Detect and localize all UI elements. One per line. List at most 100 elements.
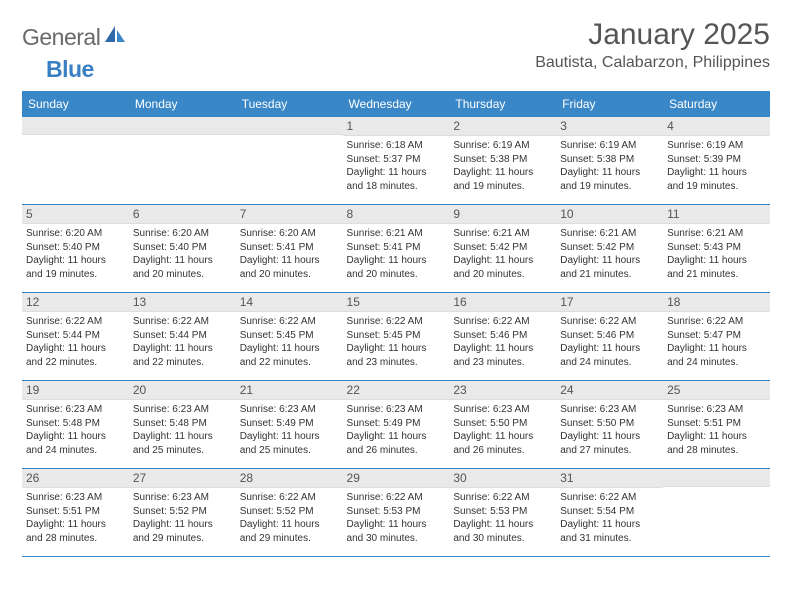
day-details: Sunrise: 6:23 AMSunset: 5:48 PMDaylight:…: [133, 403, 232, 457]
day-cell: [22, 117, 129, 205]
day-details: Sunrise: 6:20 AMSunset: 5:40 PMDaylight:…: [133, 227, 232, 281]
day-number: 19: [22, 381, 129, 400]
day-number: 6: [129, 205, 236, 224]
day-number: [129, 117, 236, 135]
week-row: 1 Sunrise: 6:18 AMSunset: 5:37 PMDaylight…: [22, 117, 770, 205]
day-cell: 10Sunrise: 6:21 AMSunset: 5:42 PMDayligh…: [556, 205, 663, 293]
day-number: 10: [556, 205, 663, 224]
day-number: 29: [343, 469, 450, 488]
day-number: 11: [663, 205, 770, 224]
day-details: Sunrise: 6:22 AMSunset: 5:45 PMDaylight:…: [347, 315, 446, 369]
day-details: Sunrise: 6:23 AMSunset: 5:51 PMDaylight:…: [667, 403, 766, 457]
day-number: 25: [663, 381, 770, 400]
day-number: 1: [343, 117, 450, 136]
day-number: 12: [22, 293, 129, 312]
week-row: 19Sunrise: 6:23 AMSunset: 5:48 PMDayligh…: [22, 381, 770, 469]
day-cell: 9 Sunrise: 6:21 AMSunset: 5:42 PMDaylight…: [449, 205, 556, 293]
logo-sail-icon: [105, 26, 127, 49]
day-header-row: SundayMondayTuesdayWednesdayThursdayFrid…: [22, 92, 770, 117]
day-cell: 7 Sunrise: 6:20 AMSunset: 5:41 PMDaylight…: [236, 205, 343, 293]
day-number: 8: [343, 205, 450, 224]
day-number: 20: [129, 381, 236, 400]
day-cell: 4 Sunrise: 6:19 AMSunset: 5:39 PMDaylight…: [663, 117, 770, 205]
day-number: 16: [449, 293, 556, 312]
day-cell: 16Sunrise: 6:22 AMSunset: 5:46 PMDayligh…: [449, 293, 556, 381]
day-details: Sunrise: 6:23 AMSunset: 5:51 PMDaylight:…: [26, 491, 125, 545]
day-cell: 31Sunrise: 6:22 AMSunset: 5:54 PMDayligh…: [556, 469, 663, 557]
day-cell: 8 Sunrise: 6:21 AMSunset: 5:41 PMDaylight…: [343, 205, 450, 293]
day-cell: 5 Sunrise: 6:20 AMSunset: 5:40 PMDaylight…: [22, 205, 129, 293]
day-header: Friday: [556, 92, 663, 117]
day-details: Sunrise: 6:22 AMSunset: 5:44 PMDaylight:…: [26, 315, 125, 369]
day-number: 5: [22, 205, 129, 224]
day-details: Sunrise: 6:20 AMSunset: 5:40 PMDaylight:…: [26, 227, 125, 281]
day-cell: [129, 117, 236, 205]
day-cell: 1 Sunrise: 6:18 AMSunset: 5:37 PMDaylight…: [343, 117, 450, 205]
day-cell: 25 Sunrise: 6:23 AMSunset: 5:51 PMDayligh…: [663, 381, 770, 469]
logo-part2: Blue: [46, 56, 94, 82]
day-details: Sunrise: 6:21 AMSunset: 5:41 PMDaylight:…: [347, 227, 446, 281]
day-cell: 6 Sunrise: 6:20 AMSunset: 5:40 PMDaylight…: [129, 205, 236, 293]
day-cell: 30Sunrise: 6:22 AMSunset: 5:53 PMDayligh…: [449, 469, 556, 557]
day-details: Sunrise: 6:23 AMSunset: 5:49 PMDaylight:…: [240, 403, 339, 457]
day-number: 24: [556, 381, 663, 400]
day-number: 23: [449, 381, 556, 400]
day-details: Sunrise: 6:22 AMSunset: 5:52 PMDaylight:…: [240, 491, 339, 545]
day-cell: [663, 469, 770, 557]
day-number: 9: [449, 205, 556, 224]
day-number: 7: [236, 205, 343, 224]
day-details: Sunrise: 6:23 AMSunset: 5:50 PMDaylight:…: [560, 403, 659, 457]
day-number: [236, 117, 343, 135]
day-details: Sunrise: 6:22 AMSunset: 5:45 PMDaylight:…: [240, 315, 339, 369]
day-details: Sunrise: 6:23 AMSunset: 5:52 PMDaylight:…: [133, 491, 232, 545]
logo-part1: General: [22, 24, 100, 51]
day-cell: 24 Sunrise: 6:23 AMSunset: 5:50 PMDayligh…: [556, 381, 663, 469]
day-cell: 21 Sunrise: 6:23 AMSunset: 5:49 PMDayligh…: [236, 381, 343, 469]
day-cell: 12 Sunrise: 6:22 AMSunset: 5:44 PMDayligh…: [22, 293, 129, 381]
day-details: Sunrise: 6:23 AMSunset: 5:50 PMDaylight:…: [453, 403, 552, 457]
week-row: 12 Sunrise: 6:22 AMSunset: 5:44 PMDayligh…: [22, 293, 770, 381]
week-row: 5Sunrise: 6:20 AMSunset: 5:40 PMDaylight…: [22, 205, 770, 293]
month-title: January 2025: [535, 18, 770, 52]
day-cell: 22 Sunrise: 6:23 AMSunset: 5:49 PMDayligh…: [343, 381, 450, 469]
day-number: 27: [129, 469, 236, 488]
day-header: Wednesday: [343, 92, 450, 117]
day-cell: 2 Sunrise: 6:19 AMSunset: 5:38 PMDaylight…: [449, 117, 556, 205]
day-details: Sunrise: 6:19 AMSunset: 5:38 PMDaylight:…: [453, 139, 552, 193]
day-details: Sunrise: 6:22 AMSunset: 5:53 PMDaylight:…: [347, 491, 446, 545]
day-details: Sunrise: 6:22 AMSunset: 5:46 PMDaylight:…: [560, 315, 659, 369]
day-cell: 15 Sunrise: 6:22 AMSunset: 5:45 PMDayligh…: [343, 293, 450, 381]
day-number: 17: [556, 293, 663, 312]
day-details: Sunrise: 6:23 AMSunset: 5:49 PMDaylight:…: [347, 403, 446, 457]
logo: General: [22, 24, 129, 51]
day-header: Thursday: [449, 92, 556, 117]
day-cell: 19 Sunrise: 6:23 AMSunset: 5:48 PMDayligh…: [22, 381, 129, 469]
day-number: 22: [343, 381, 450, 400]
day-details: Sunrise: 6:23 AMSunset: 5:48 PMDaylight:…: [26, 403, 125, 457]
day-number: 4: [663, 117, 770, 136]
day-details: Sunrise: 6:18 AMSunset: 5:37 PMDaylight:…: [347, 139, 446, 193]
day-header: Monday: [129, 92, 236, 117]
day-header: Saturday: [663, 92, 770, 117]
day-cell: 18 Sunrise: 6:22 AMSunset: 5:47 PMDayligh…: [663, 293, 770, 381]
day-number: 15: [343, 293, 450, 312]
day-details: Sunrise: 6:20 AMSunset: 5:41 PMDaylight:…: [240, 227, 339, 281]
day-header: Tuesday: [236, 92, 343, 117]
day-number: 2: [449, 117, 556, 136]
day-number: 14: [236, 293, 343, 312]
day-cell: 29 Sunrise: 6:22 AMSunset: 5:53 PMDayligh…: [343, 469, 450, 557]
day-number: 18: [663, 293, 770, 312]
day-number: 3: [556, 117, 663, 136]
day-details: Sunrise: 6:21 AMSunset: 5:42 PMDaylight:…: [453, 227, 552, 281]
day-cell: 23 Sunrise: 6:23 AMSunset: 5:50 PMDayligh…: [449, 381, 556, 469]
day-cell: 11 Sunrise: 6:21 AMSunset: 5:43 PMDayligh…: [663, 205, 770, 293]
day-details: Sunrise: 6:19 AMSunset: 5:39 PMDaylight:…: [667, 139, 766, 193]
day-cell: 17 Sunrise: 6:22 AMSunset: 5:46 PMDayligh…: [556, 293, 663, 381]
day-number: 31: [556, 469, 663, 488]
calendar-page: General January 2025 Bautista, Calabarzo…: [0, 0, 792, 567]
week-row: 26Sunrise: 6:23 AMSunset: 5:51 PMDayligh…: [22, 469, 770, 557]
day-details: Sunrise: 6:22 AMSunset: 5:47 PMDaylight:…: [667, 315, 766, 369]
day-number: 13: [129, 293, 236, 312]
day-number: 21: [236, 381, 343, 400]
day-details: Sunrise: 6:21 AMSunset: 5:43 PMDaylight:…: [667, 227, 766, 281]
